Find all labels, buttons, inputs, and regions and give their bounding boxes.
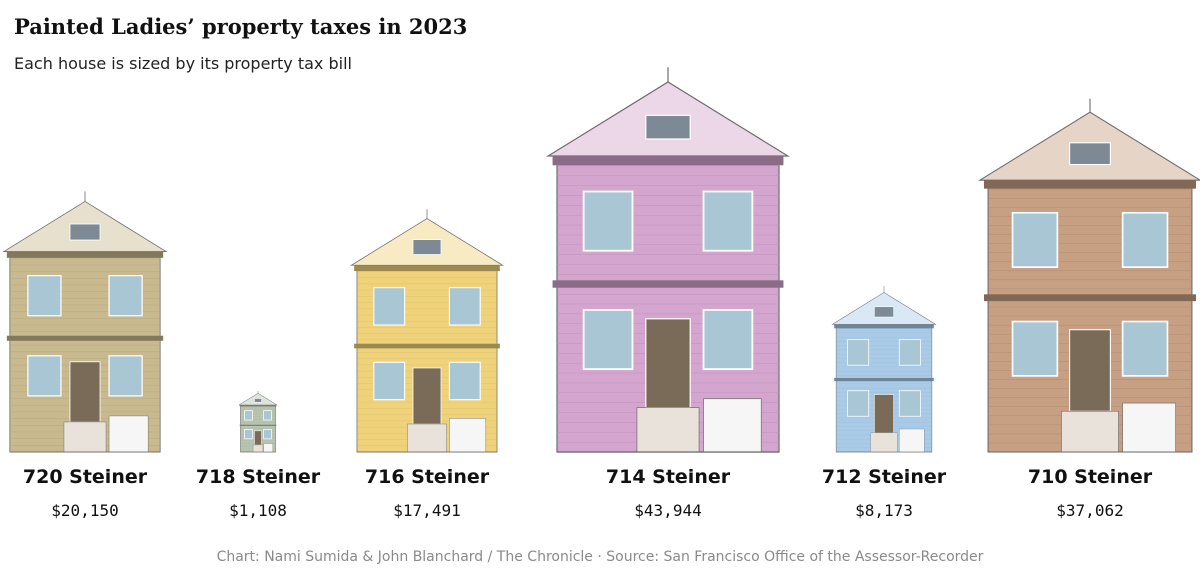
house-garage <box>1122 402 1176 453</box>
value-label: $43,944 <box>634 501 701 520</box>
value-label: $20,150 <box>51 501 118 520</box>
house-window <box>448 361 481 401</box>
chart-subtitle: Each house is sized by its property tax … <box>14 54 352 73</box>
gable-window <box>1069 142 1111 166</box>
gable-window <box>69 223 101 241</box>
cornice-band <box>552 280 784 288</box>
category-label: 718 Steiner <box>196 466 321 488</box>
cornice-band <box>983 294 1197 302</box>
house-garage <box>263 443 273 453</box>
house-window <box>1011 320 1059 377</box>
house-stairs <box>636 407 700 453</box>
cornice-band <box>354 343 500 349</box>
house-window <box>1121 211 1169 268</box>
house-window <box>108 355 143 397</box>
category-label: 710 Steiner <box>1028 466 1153 488</box>
house-garage <box>108 415 149 453</box>
cornice-band <box>834 377 934 382</box>
house-window <box>702 309 754 371</box>
gable-window <box>412 239 442 255</box>
house-door <box>69 361 101 423</box>
house-stairs <box>1061 410 1119 453</box>
cornice-band <box>354 265 500 272</box>
house-window <box>898 390 921 417</box>
value-label: $17,491 <box>393 501 460 520</box>
house-mark <box>2 191 168 453</box>
house-door <box>874 394 894 434</box>
house-mark <box>831 286 937 453</box>
value-label: $8,173 <box>855 501 913 520</box>
value-label: $37,062 <box>1056 501 1123 520</box>
house-door <box>412 367 442 425</box>
house-window <box>373 287 406 326</box>
house-stairs <box>407 423 447 453</box>
gable-window <box>645 114 691 140</box>
category-label: 714 Steiner <box>606 466 731 488</box>
cornice-band <box>239 404 277 407</box>
house-window <box>108 275 143 317</box>
house-window <box>263 410 272 421</box>
house-window <box>847 390 870 417</box>
house-window <box>244 429 253 440</box>
gable-window <box>874 306 894 318</box>
house-stairs <box>252 444 264 453</box>
house-mark <box>238 390 278 453</box>
house-door <box>1069 329 1111 412</box>
cornice-band <box>6 251 164 258</box>
house-window <box>244 410 253 421</box>
chart-credit: Chart: Nami Sumida & John Blanchard / Th… <box>216 549 984 565</box>
house-window <box>27 355 62 397</box>
house-window <box>582 309 634 371</box>
house-mark <box>546 67 790 453</box>
value-label: $1,108 <box>229 501 287 520</box>
house-window <box>1121 320 1169 377</box>
house-garage <box>899 428 925 453</box>
house-window <box>702 190 754 252</box>
house-window <box>27 275 62 317</box>
gable-window <box>254 398 262 403</box>
house-mark <box>977 98 1200 453</box>
category-label: 712 Steiner <box>822 466 947 488</box>
house-door <box>645 318 691 409</box>
cornice-band <box>239 424 277 426</box>
house-window <box>898 339 921 366</box>
cornice-band <box>552 156 784 166</box>
cornice-band <box>6 335 164 341</box>
cornice-band <box>834 324 934 329</box>
house-window <box>263 429 272 440</box>
house-window <box>373 361 406 401</box>
house-window <box>582 190 634 252</box>
house-stairs <box>870 432 898 453</box>
house-door <box>254 430 262 446</box>
cornice-band <box>983 180 1197 189</box>
house-mark <box>350 209 504 453</box>
house-stairs <box>63 421 107 453</box>
house-garage <box>703 398 762 453</box>
house-window <box>1011 211 1059 268</box>
chart-title: Painted Ladies’ property taxes in 2023 <box>14 14 468 39</box>
category-label: 720 Steiner <box>23 466 148 488</box>
category-label: 716 Steiner <box>365 466 490 488</box>
house-window <box>448 287 481 326</box>
house-window <box>847 339 870 366</box>
house-garage <box>449 418 487 453</box>
